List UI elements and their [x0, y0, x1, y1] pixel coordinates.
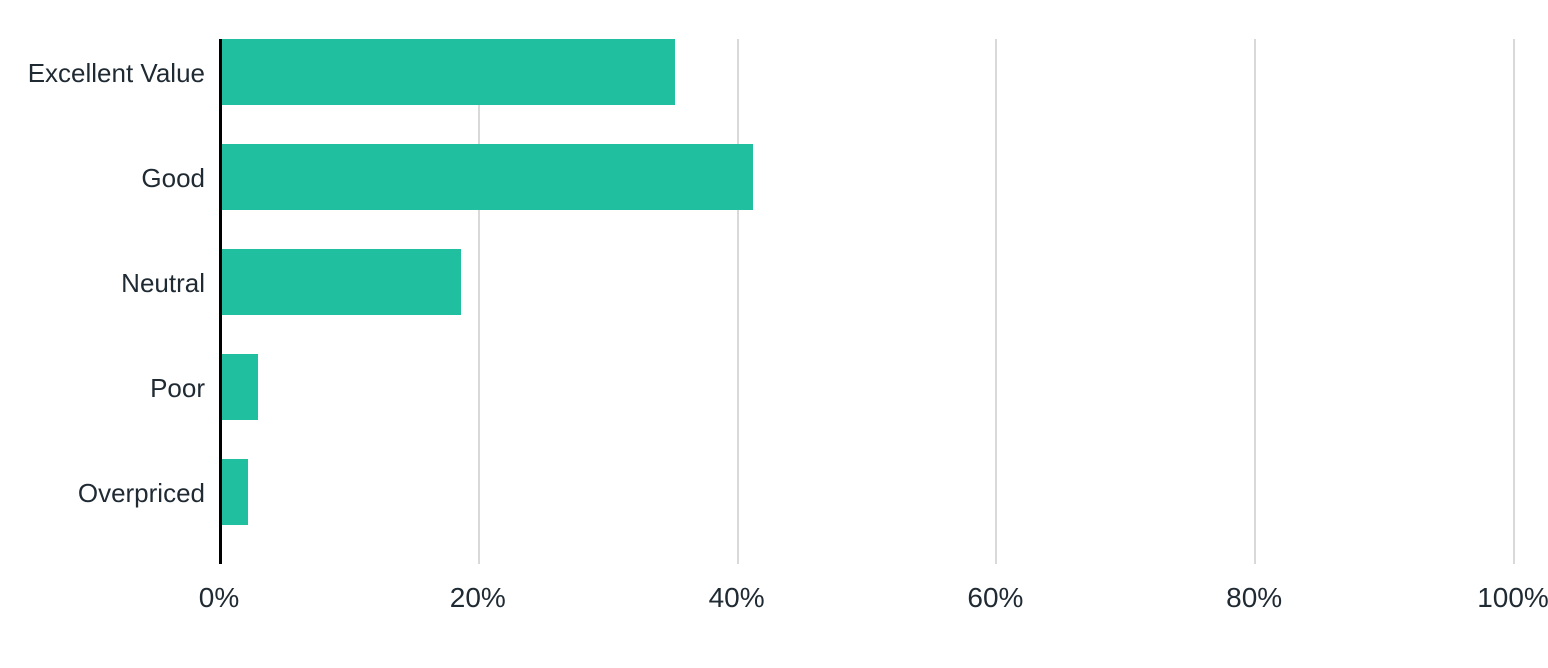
- x-tick-label: 60%: [967, 582, 1023, 614]
- bar: [222, 144, 753, 210]
- x-tick-label: 80%: [1226, 582, 1282, 614]
- y-category-label: Overpriced: [78, 478, 205, 509]
- y-category-label: Poor: [150, 373, 205, 404]
- bar: [222, 39, 675, 105]
- gridline: [1254, 39, 1256, 564]
- bar: [222, 354, 258, 420]
- y-category-label: Good: [141, 163, 205, 194]
- x-tick-label: 100%: [1477, 582, 1548, 614]
- x-tick-label: 40%: [709, 582, 765, 614]
- value-perception-bar-chart: 0% 20% 40% 60% 80% 100% Excellent Value Good Neu…: [0, 0, 1548, 668]
- gridline: [478, 39, 480, 564]
- y-category-label: Neutral: [121, 268, 205, 299]
- bar: [222, 249, 461, 315]
- x-tick-label: 0%: [199, 582, 239, 614]
- plot-area: [219, 39, 1513, 564]
- gridline: [995, 39, 997, 564]
- gridline: [1513, 39, 1515, 564]
- bar: [222, 459, 248, 525]
- y-category-label: Excellent Value: [28, 58, 205, 89]
- gridline: [737, 39, 739, 564]
- x-tick-label: 20%: [450, 582, 506, 614]
